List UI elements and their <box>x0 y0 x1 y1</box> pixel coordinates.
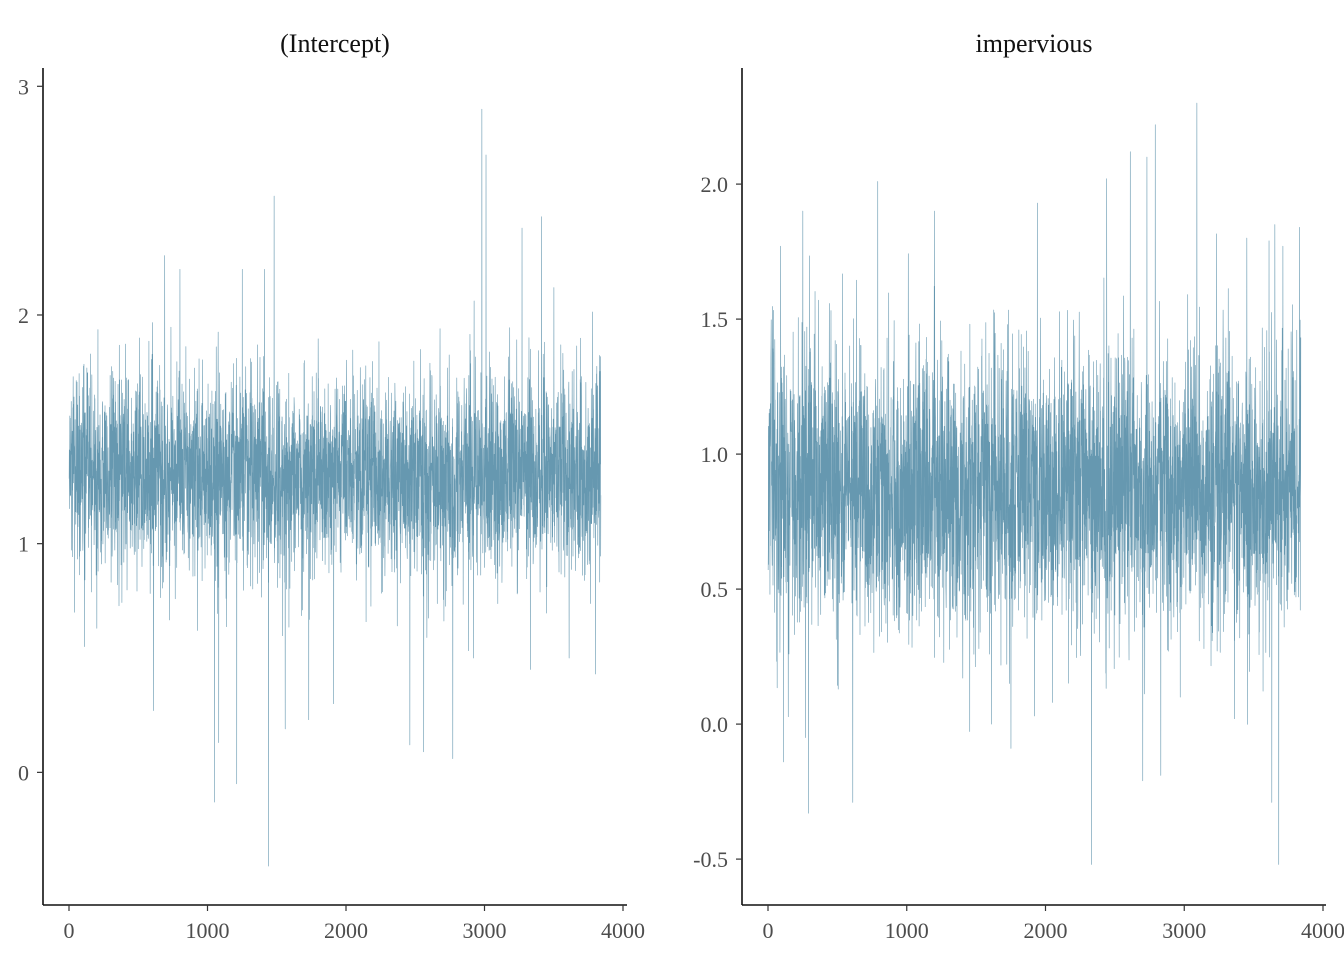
trace-line-intercept <box>68 108 602 867</box>
panel-title-intercept: (Intercept) <box>280 29 390 58</box>
panel-impervious: impervious -0.5 0.0 0.5 1.0 1.5 2.0 0 1000 2000 3… <box>693 29 1344 943</box>
panel-intercept: (Intercept) 0 1 2 3 0 1000 2000 3000 4000 <box>18 29 645 943</box>
y-tick-label: 0 <box>18 760 29 785</box>
x-tick-label: 1000 <box>885 918 929 943</box>
y-tick-label: 1 <box>18 532 29 557</box>
x-tick-label: 2000 <box>324 918 368 943</box>
y-tick-label: -0.5 <box>693 847 728 872</box>
y-tick-label: 0.0 <box>701 712 729 737</box>
x-tick-label: 2000 <box>1024 918 1068 943</box>
y-tick-label: 1.5 <box>701 307 729 332</box>
trace-series-intercept <box>68 108 602 867</box>
x-tick-label: 4000 <box>1301 918 1344 943</box>
x-tick-label: 4000 <box>601 918 645 943</box>
x-tick-label: 3000 <box>463 918 507 943</box>
y-tick-label: 1.0 <box>701 442 729 467</box>
trace-line-impervious <box>767 102 1302 865</box>
y-tick-label: 2 <box>18 303 29 328</box>
x-tick-label: 3000 <box>1162 918 1206 943</box>
x-tick-label: 0 <box>64 918 75 943</box>
y-tick-label: 3 <box>18 74 29 99</box>
y-tick-label: 2.0 <box>701 172 729 197</box>
panel-title-impervious: impervious <box>976 29 1093 58</box>
trace-series-impervious <box>767 102 1302 865</box>
axes-intercept: 0 1 2 3 0 1000 2000 3000 4000 <box>18 68 645 943</box>
x-tick-label: 1000 <box>186 918 230 943</box>
x-tick-label: 0 <box>763 918 774 943</box>
axes-impervious: -0.5 0.0 0.5 1.0 1.5 2.0 0 1000 2000 3000 4000 <box>693 68 1344 943</box>
y-tick-label: 0.5 <box>701 577 729 602</box>
